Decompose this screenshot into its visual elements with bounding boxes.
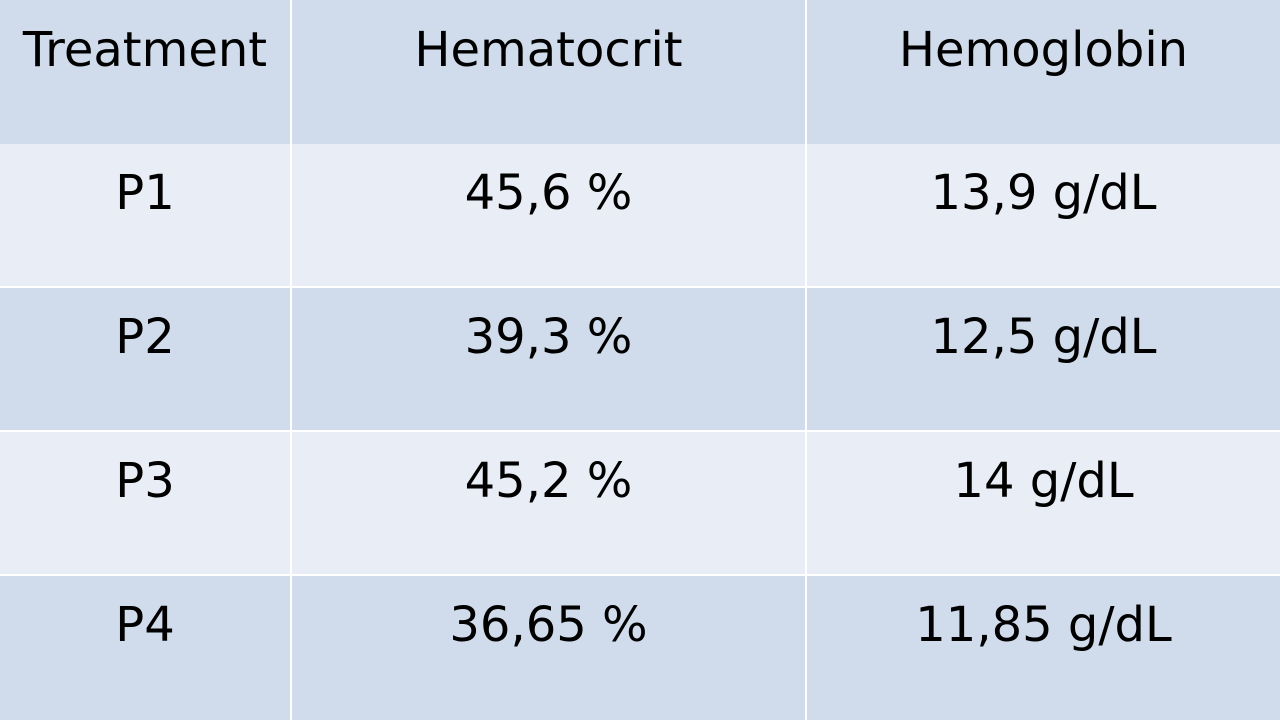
hemoglobin-cell: 14 g/dL xyxy=(807,432,1280,576)
header-hematocrit: Hematocrit xyxy=(292,0,807,144)
header-treatment: Treatment xyxy=(0,0,292,144)
table-row: P2 39,3 % 12,5 g/dL xyxy=(0,288,1280,432)
table-row: P3 45,2 % 14 g/dL xyxy=(0,432,1280,576)
table-row: P4 36,65 % 11,85 g/dL xyxy=(0,576,1280,720)
header-row: Treatment Hematocrit Hemoglobin xyxy=(0,0,1280,144)
table-header: Treatment Hematocrit Hemoglobin xyxy=(0,0,1280,144)
hemoglobin-cell: 12,5 g/dL xyxy=(807,288,1280,432)
hematocrit-cell: 39,3 % xyxy=(292,288,807,432)
treatment-cell: P2 xyxy=(0,288,292,432)
hematocrit-cell: 45,2 % xyxy=(292,432,807,576)
treatment-cell: P3 xyxy=(0,432,292,576)
treatment-cell: P1 xyxy=(0,144,292,288)
table-body: P1 45,6 % 13,9 g/dL P2 39,3 % 12,5 g/dL … xyxy=(0,144,1280,720)
hematocrit-cell: 45,6 % xyxy=(292,144,807,288)
treatment-cell: P4 xyxy=(0,576,292,720)
hemoglobin-cell: 11,85 g/dL xyxy=(807,576,1280,720)
hemoglobin-cell: 13,9 g/dL xyxy=(807,144,1280,288)
hematocrit-cell: 36,65 % xyxy=(292,576,807,720)
header-hemoglobin: Hemoglobin xyxy=(807,0,1280,144)
table-row: P1 45,6 % 13,9 g/dL xyxy=(0,144,1280,288)
